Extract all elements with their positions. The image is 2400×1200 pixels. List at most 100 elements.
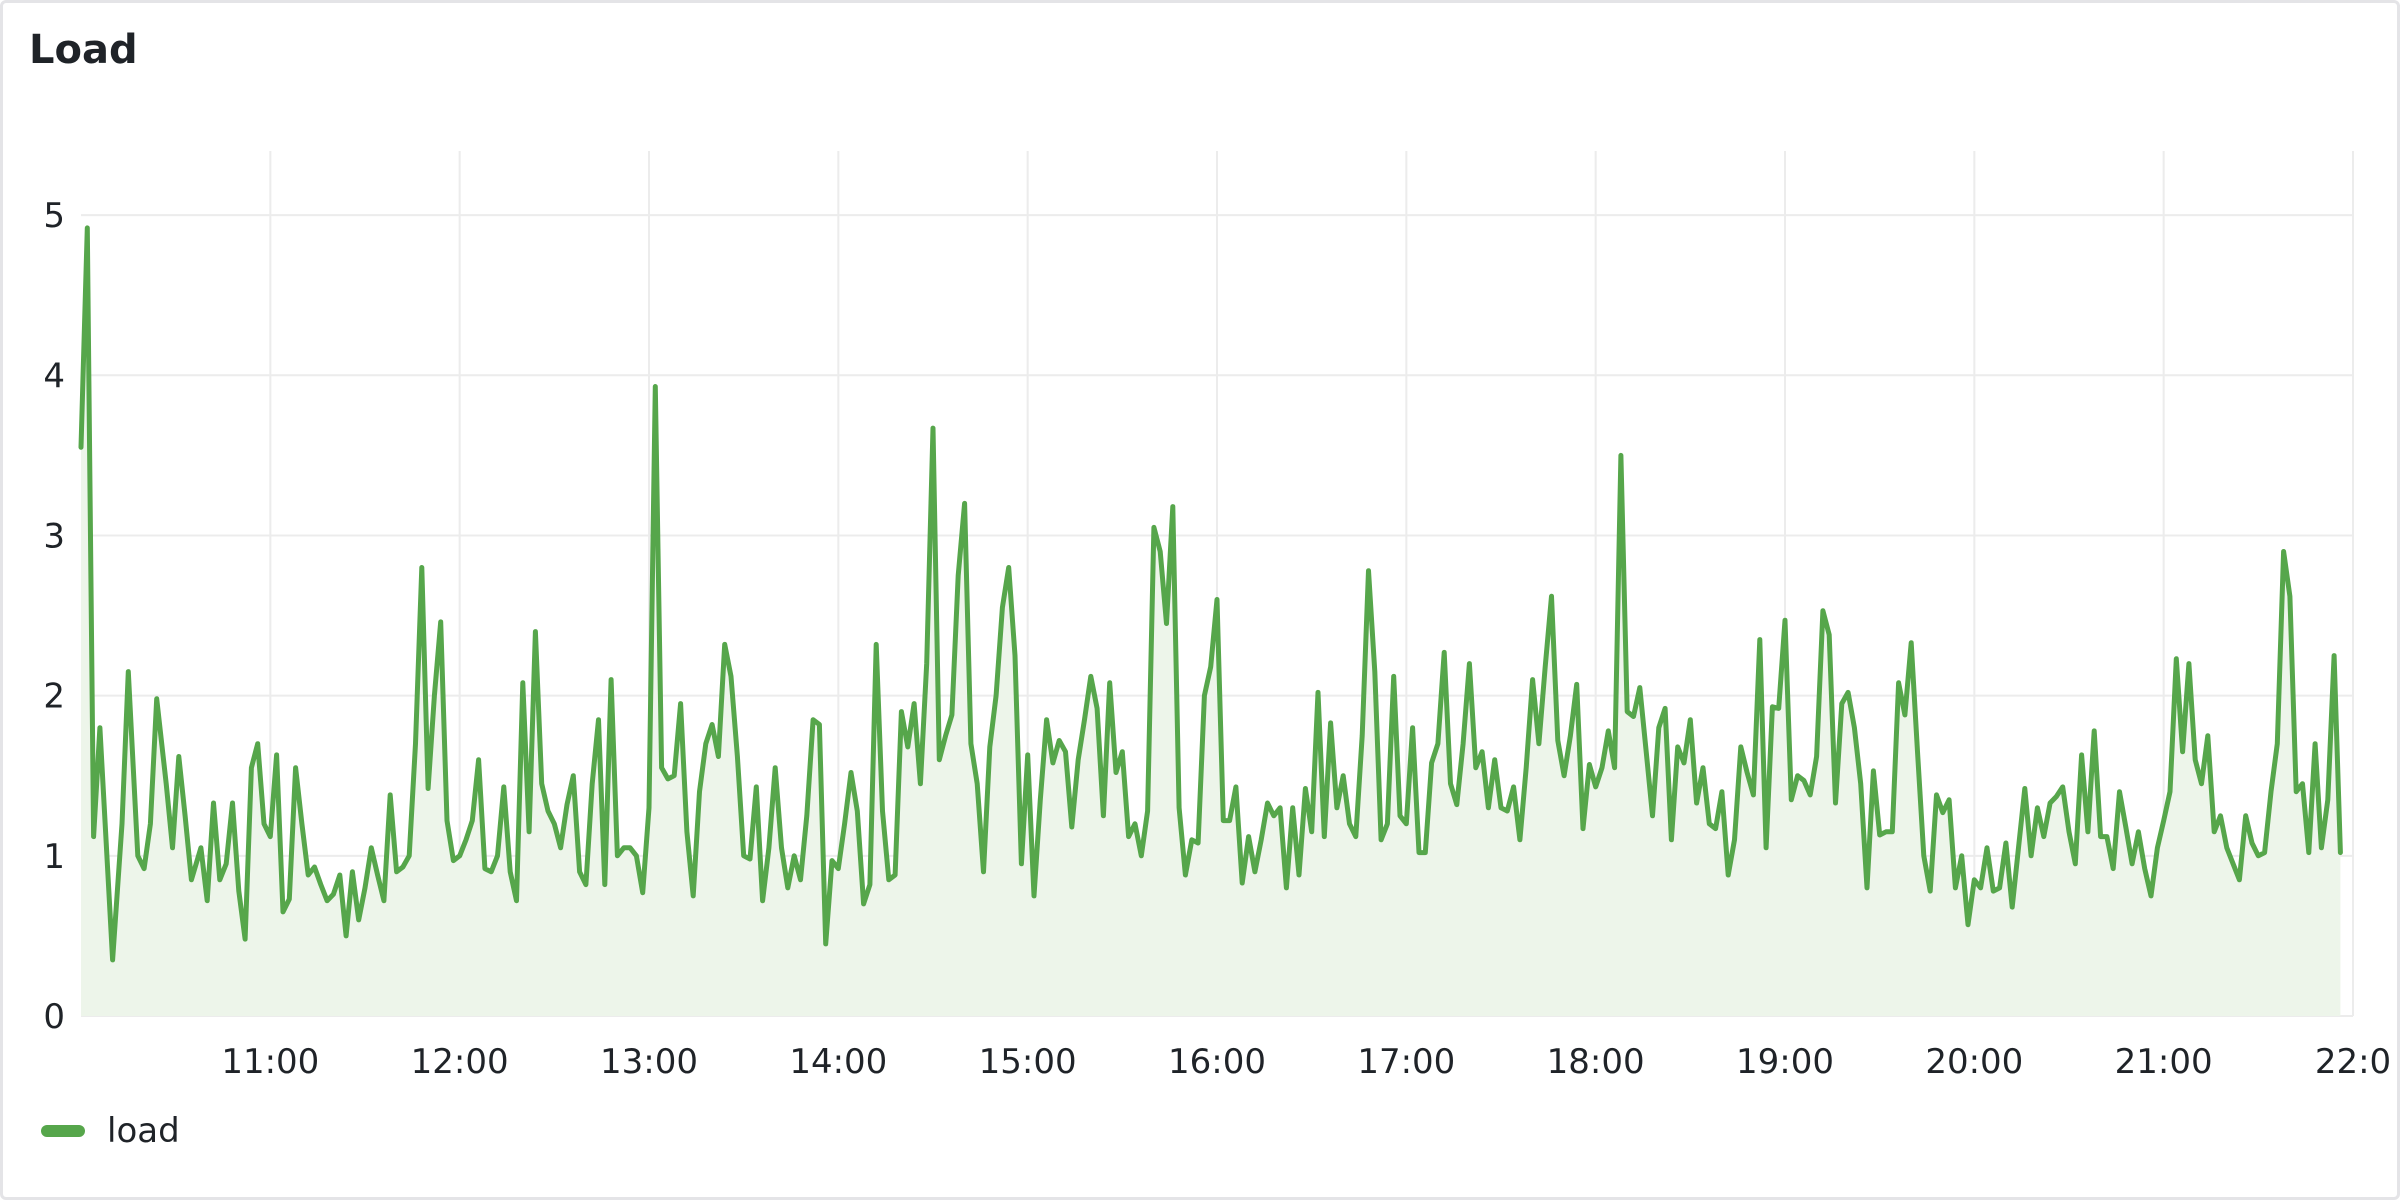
data-point[interactable] — [2027, 852, 2035, 860]
data-point[interactable] — [2273, 740, 2281, 748]
data-point[interactable] — [1667, 836, 1675, 844]
data-point[interactable] — [124, 668, 132, 676]
data-point[interactable] — [790, 852, 798, 860]
data-point[interactable] — [1598, 764, 1606, 772]
data-point[interactable] — [367, 844, 375, 852]
data-point[interactable] — [2248, 839, 2256, 847]
data-point[interactable] — [860, 900, 868, 908]
data-point[interactable] — [607, 676, 615, 684]
data-point[interactable] — [1333, 804, 1341, 812]
data-point[interactable] — [1169, 503, 1177, 511]
data-point[interactable] — [500, 783, 508, 791]
data-point[interactable] — [1958, 852, 1966, 860]
data-point[interactable] — [721, 640, 729, 648]
data-point[interactable] — [2059, 783, 2067, 791]
data-point[interactable] — [229, 799, 237, 807]
data-point[interactable] — [1144, 807, 1152, 815]
data-point[interactable] — [1787, 796, 1795, 804]
data-point[interactable] — [1030, 892, 1038, 900]
data-point[interactable] — [752, 783, 760, 791]
data-point[interactable] — [708, 721, 716, 729]
data-point[interactable] — [1541, 663, 1549, 671]
data-point[interactable] — [1611, 764, 1619, 772]
data-point[interactable] — [437, 618, 445, 626]
data-point[interactable] — [1661, 704, 1669, 712]
data-point[interactable] — [1257, 836, 1265, 844]
data-point[interactable] — [727, 672, 735, 680]
data-point[interactable] — [443, 817, 451, 825]
data-point[interactable] — [2122, 823, 2130, 831]
data-point[interactable] — [2286, 592, 2294, 600]
data-point[interactable] — [134, 852, 142, 860]
data-point[interactable] — [935, 756, 943, 764]
data-point[interactable] — [1529, 676, 1537, 684]
data-point[interactable] — [1453, 801, 1461, 809]
data-point[interactable] — [601, 881, 609, 889]
data-point[interactable] — [247, 764, 255, 772]
data-point[interactable] — [462, 836, 470, 844]
data-point[interactable] — [916, 780, 924, 788]
data-point[interactable] — [998, 604, 1006, 612]
data-point[interactable] — [187, 876, 195, 884]
data-point[interactable] — [140, 865, 148, 873]
data-point[interactable] — [2305, 849, 2313, 857]
data-point[interactable] — [1642, 748, 1650, 756]
data-point[interactable] — [1749, 791, 1757, 799]
data-point[interactable] — [203, 897, 211, 905]
data-point[interactable] — [2299, 780, 2307, 788]
data-point[interactable] — [1459, 740, 1467, 748]
data-point[interactable] — [1226, 817, 1234, 825]
data-point[interactable] — [2217, 812, 2225, 820]
data-point[interactable] — [2008, 903, 2016, 911]
data-point[interactable] — [2267, 788, 2275, 796]
data-point[interactable] — [1365, 567, 1373, 575]
data-point[interactable] — [1478, 748, 1486, 756]
data-point[interactable] — [1604, 727, 1612, 735]
data-point[interactable] — [1617, 451, 1625, 459]
data-point[interactable] — [2210, 828, 2218, 836]
data-point[interactable] — [1017, 860, 1025, 868]
data-point[interactable] — [1440, 648, 1448, 656]
data-point[interactable] — [1434, 740, 1442, 748]
data-point[interactable] — [1112, 769, 1120, 777]
data-point[interactable] — [342, 932, 350, 940]
data-point[interactable] — [1346, 820, 1354, 828]
data-point[interactable] — [986, 743, 994, 751]
data-point[interactable] — [162, 780, 170, 788]
data-point[interactable] — [1888, 828, 1896, 836]
data-point[interactable] — [2141, 865, 2149, 873]
data-point[interactable] — [1939, 809, 1947, 817]
data-point[interactable] — [1106, 679, 1114, 687]
data-point[interactable] — [1276, 804, 1284, 812]
data-point[interactable] — [1819, 607, 1827, 615]
series-line-load[interactable] — [78, 225, 2343, 963]
data-point[interactable] — [266, 833, 274, 841]
data-point[interactable] — [1775, 704, 1783, 712]
data-point[interactable] — [329, 890, 337, 898]
data-point[interactable] — [1251, 868, 1259, 876]
data-point[interactable] — [2015, 844, 2023, 852]
data-point[interactable] — [1390, 672, 1398, 680]
data-point[interactable] — [292, 764, 300, 772]
data-point[interactable] — [1630, 713, 1638, 721]
data-point[interactable] — [778, 844, 786, 852]
data-point[interactable] — [2134, 828, 2142, 836]
data-point[interactable] — [639, 889, 647, 897]
data-point[interactable] — [430, 692, 438, 700]
data-point[interactable] — [197, 844, 205, 852]
data-point[interactable] — [1320, 833, 1328, 841]
data-point[interactable] — [1491, 756, 1499, 764]
data-point[interactable] — [1282, 884, 1290, 892]
data-point[interactable] — [1970, 876, 1978, 884]
data-point[interactable] — [828, 857, 836, 865]
data-point[interactable] — [1099, 812, 1107, 820]
data-point[interactable] — [279, 908, 287, 916]
data-point[interactable] — [260, 820, 268, 828]
data-point[interactable] — [1011, 652, 1019, 660]
data-point[interactable] — [1118, 748, 1126, 756]
data-point[interactable] — [771, 764, 779, 772]
data-point[interactable] — [702, 740, 710, 748]
data-point[interactable] — [677, 700, 685, 708]
data-point[interactable] — [2280, 548, 2288, 556]
data-point[interactable] — [658, 764, 666, 772]
